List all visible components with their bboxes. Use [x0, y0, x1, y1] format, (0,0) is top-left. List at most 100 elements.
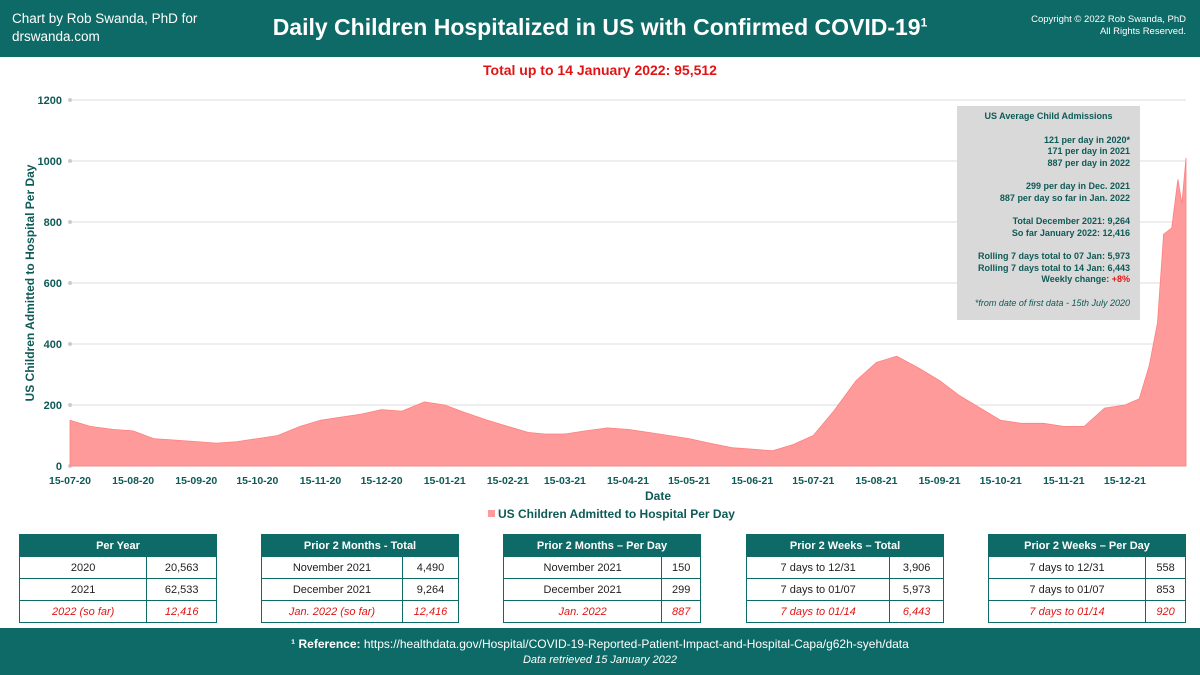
table-header: Prior 2 Weeks – Total [746, 534, 944, 557]
row-value: 920 [1145, 600, 1186, 623]
infobox-line: Total December 2021: 9,264 [1012, 216, 1130, 226]
table-row: 2020 20,563 [18, 556, 217, 579]
table-row: 7 days to 12/31 558 [987, 556, 1186, 579]
row-value: 62,533 [146, 578, 217, 601]
infobox-note: *from date of first data - 15th July 202… [974, 297, 1130, 308]
table-row: Jan. 2022 (so far) 12,416 [261, 600, 460, 623]
table-row: December 2021 9,264 [261, 578, 460, 601]
y-tick-label: 0 [56, 461, 62, 473]
x-tick-label: 15-07-20 [49, 475, 91, 487]
x-axis-label: Date [645, 489, 671, 503]
x-tick-label: 15-11-20 [300, 475, 342, 487]
infobox-line: 887 per day so far in Jan. 2022 [999, 192, 1130, 203]
table-row: December 2021 299 [502, 578, 701, 601]
table-header: Prior 2 Weeks – Per Day [988, 534, 1186, 557]
row-value: 6,443 [889, 600, 944, 623]
row-label: December 2021 [261, 578, 403, 601]
credit-line-1: Chart by Rob Swanda, PhD for [12, 11, 198, 26]
row-value: 20,563 [146, 556, 217, 579]
x-tick-label: 15-01-21 [424, 475, 466, 487]
y-tick-label: 1000 [38, 156, 62, 168]
row-value: 853 [1145, 578, 1186, 601]
infobox-line: 887 per day in 2022 [1047, 157, 1130, 168]
credit-line-2: drswanda.com [12, 29, 100, 44]
chart-title-text: Daily Children Hospitalized in US with C… [272, 14, 921, 40]
x-tick-label: 15-10-20 [236, 475, 278, 487]
row-value: 299 [661, 578, 701, 601]
chart-title: Daily Children Hospitalized in US with C… [0, 14, 1200, 41]
average-admissions-box: US Average Child Admissions 121 per day … [957, 106, 1140, 320]
series-area [69, 157, 1187, 467]
table-row: 7 days to 01/07 853 [987, 578, 1186, 601]
x-tick-label: 15-08-20 [112, 475, 154, 487]
weekly-change-value: +8% [1111, 274, 1130, 284]
x-tick-label: 15-08-21 [855, 475, 897, 487]
row-label: December 2021 [502, 578, 663, 601]
y-tick-marker [68, 281, 72, 285]
x-tick-label: 15-10-21 [980, 475, 1022, 487]
weekly-change-label: Weekly change: [1041, 274, 1112, 284]
copyright-line-1: Copyright © 2022 Rob Swanda, PhD [1031, 14, 1186, 25]
title-footnote-marker: 1 [920, 15, 928, 30]
table-header: Per Year [19, 534, 217, 557]
x-tick-label: 15-02-21 [487, 475, 529, 487]
infobox-title: US Average Child Admissions [984, 111, 1113, 121]
row-label: November 2021 [261, 556, 403, 579]
row-value: 5,973 [889, 578, 944, 601]
copyright-notice: Copyright © 2022 Rob Swanda, PhD All Rig… [1031, 14, 1186, 38]
table-row: 7 days to 01/14 920 [987, 600, 1186, 623]
table-prior-2-months-per-day: Prior 2 Months – Per Day November 2021 15… [502, 534, 701, 623]
reference-line: ¹ Reference: https://healthdata.gov/Hosp… [0, 637, 1200, 651]
row-label: 7 days to 01/07 [745, 578, 891, 601]
table-per-year: Per Year 2020 20,563 2021 62,533 2022 (so … [18, 534, 217, 623]
row-label: 7 days to 01/07 [987, 578, 1147, 601]
y-tick-label: 1200 [38, 95, 62, 107]
x-tick-label: 15-09-20 [175, 475, 217, 487]
table-row: 7 days to 01/07 5,973 [745, 578, 944, 601]
infobox-line: Rolling 7 days total to 07 Jan: 5,973 [977, 251, 1130, 261]
summary-tables: Per Year 2020 20,563 2021 62,533 2022 (so … [0, 534, 1200, 626]
infobox-line: 299 per day in Dec. 2021 [1025, 181, 1130, 191]
x-tick-label: 15-12-21 [1104, 475, 1146, 487]
infobox-line: So far January 2022: 12,416 [1011, 227, 1130, 238]
x-tick-label: 15-11-21 [1043, 475, 1085, 487]
y-tick-label: 400 [44, 339, 62, 351]
table-row: 7 days to 12/31 3,906 [745, 556, 944, 579]
copyright-line-2: All Rights Reserved. [1099, 26, 1186, 37]
row-label: Jan. 2022 [502, 600, 663, 623]
y-tick-marker [68, 98, 72, 102]
table-header: Prior 2 Months - Total [261, 534, 459, 557]
x-tick-label: 15-09-21 [919, 475, 961, 487]
legend-swatch [488, 510, 495, 517]
row-value: 4,490 [401, 556, 460, 579]
row-value: 9,264 [401, 578, 460, 601]
infobox-weekly-change: Weekly change: +8% [967, 274, 1130, 286]
row-label: 7 days to 01/14 [745, 600, 891, 623]
y-tick-label: 800 [44, 217, 62, 229]
table-prior-2-weeks-total: Prior 2 Weeks – Total 7 days to 12/31 3,9… [745, 534, 944, 623]
row-label: November 2021 [502, 556, 663, 579]
y-tick-marker [68, 342, 72, 346]
row-label: 7 days to 12/31 [987, 556, 1147, 579]
row-label: 7 days to 12/31 [745, 556, 891, 579]
infobox-line: 171 per day in 2021 [1047, 146, 1130, 156]
row-label: Jan. 2022 (so far) [261, 600, 403, 623]
y-tick-marker [68, 220, 72, 224]
row-label: 2021 [18, 578, 148, 601]
row-value: 12,416 [146, 600, 217, 623]
chart-credit: Chart by Rob Swanda, PhD for drswanda.co… [12, 10, 212, 46]
table-row: Jan. 2022 887 [502, 600, 701, 623]
reference-url[interactable]: https://healthdata.gov/Hospital/COVID-19… [363, 637, 909, 651]
row-value: 3,906 [889, 556, 944, 579]
y-tick-marker [68, 159, 72, 163]
table-prior-2-weeks-per-day: Prior 2 Weeks – Per Day 7 days to 12/31 5… [987, 534, 1186, 623]
y-tick-label: 200 [44, 400, 62, 412]
reference-label: ¹ Reference: [291, 637, 361, 651]
y-axis-label: US Children Admitted to Hospital Per Day [23, 164, 37, 401]
header-bar: Chart by Rob Swanda, PhD for drswanda.co… [0, 0, 1200, 57]
row-value: 150 [661, 556, 701, 579]
x-tick-label: 15-04-21 [607, 475, 649, 487]
table-row: November 2021 150 [502, 556, 701, 579]
x-tick-label: 15-12-20 [361, 475, 403, 487]
row-value: 887 [661, 600, 701, 623]
